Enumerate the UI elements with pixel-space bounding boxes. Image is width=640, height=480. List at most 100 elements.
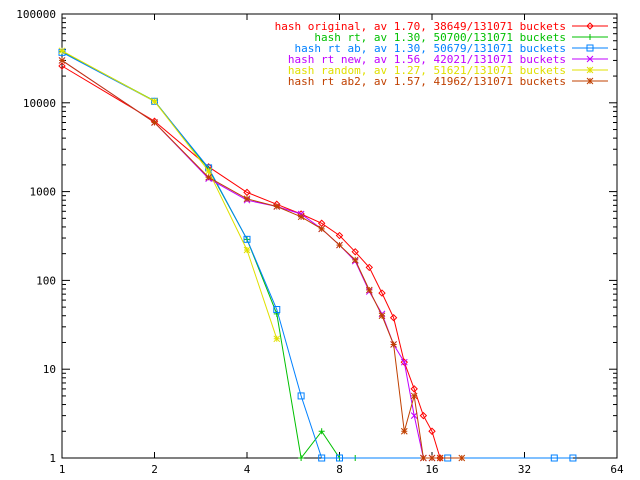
series-layer — [58, 47, 577, 462]
y-tick-label: 1000 — [30, 186, 57, 199]
y-tick: 10 — [43, 363, 617, 376]
data-point — [400, 427, 408, 435]
legend-entry: hash original, av 1.70, 38649/131071 buc… — [275, 20, 608, 33]
y-tick: 100000 — [16, 8, 617, 21]
data-point — [318, 454, 326, 462]
data-point — [400, 358, 408, 366]
data-point — [550, 454, 558, 462]
data-point — [318, 428, 325, 435]
y-tick-label: 100000 — [16, 8, 56, 21]
legend-entry: hash rt, av 1.30, 50700/131071 buckets — [314, 31, 608, 44]
data-point — [586, 77, 594, 85]
series — [59, 48, 359, 461]
y-tick: 100 — [36, 274, 617, 287]
x-tick: 4 — [244, 14, 251, 476]
y-tick: 1 — [49, 452, 617, 465]
data-point — [586, 44, 594, 52]
x-tick: 32 — [518, 14, 531, 476]
data-point — [419, 411, 428, 420]
data-point — [58, 57, 66, 64]
data-point — [205, 167, 212, 175]
data-point — [428, 427, 436, 435]
series-line — [61, 50, 356, 460]
data-point — [336, 454, 343, 462]
y-tick: 10000 — [23, 97, 617, 110]
data-point — [151, 97, 158, 105]
data-point — [365, 263, 373, 272]
series — [58, 57, 436, 462]
data-point — [151, 119, 158, 126]
x-tick: 64 — [610, 14, 624, 476]
legend: hash original, av 1.70, 38649/131071 buc… — [275, 20, 608, 88]
legend-label: hash rt new, av 1.56, 42021/131071 bucke… — [288, 53, 566, 66]
series-line — [61, 50, 278, 339]
data-point — [335, 231, 344, 240]
legend-label: hash original, av 1.70, 38649/131071 buc… — [275, 20, 566, 33]
data-point — [436, 454, 444, 462]
data-point — [458, 454, 466, 462]
x-tick-label: 16 — [425, 463, 438, 476]
series-line — [61, 59, 462, 459]
series-line — [61, 65, 441, 459]
data-point — [58, 47, 66, 55]
series-line — [61, 51, 573, 459]
data-point — [243, 235, 251, 243]
y-axis: 1 10 100 1000 10000 100000 — [16, 8, 617, 465]
x-tick-label: 8 — [336, 463, 343, 476]
series-line — [61, 59, 432, 459]
data-point — [400, 358, 408, 366]
legend-entry: hash rt new, av 1.56, 42021/131071 bucke… — [288, 53, 608, 66]
data-point — [318, 225, 326, 233]
x-tick-label: 1 — [59, 463, 66, 476]
data-point — [58, 62, 66, 70]
data-point — [243, 246, 251, 254]
data-point — [351, 256, 359, 264]
data-point — [273, 310, 280, 317]
series — [58, 48, 577, 462]
data-point — [569, 454, 577, 462]
x-tick-label: 64 — [610, 463, 624, 476]
data-point — [587, 34, 593, 40]
legend-label: hash random, av 1.27, 51621/131071 bucke… — [288, 64, 566, 77]
legend-label: hash rt, av 1.30, 50700/131071 buckets — [314, 31, 566, 44]
y-tick: 1000 — [30, 186, 617, 199]
series — [58, 62, 444, 462]
x-tick-label: 2 — [151, 463, 158, 476]
data-point — [410, 385, 418, 393]
data-point — [378, 289, 386, 297]
x-tick: 1 — [59, 14, 66, 476]
legend-entry: hash random, av 1.27, 51621/131071 bucke… — [288, 64, 608, 77]
y-tick-label: 100 — [36, 274, 56, 287]
data-point — [273, 306, 281, 314]
data-point — [410, 412, 418, 419]
data-point — [365, 286, 373, 294]
data-point — [273, 335, 281, 343]
data-point — [586, 66, 594, 74]
data-point — [586, 55, 594, 63]
data-point — [586, 22, 594, 30]
y-tick-label: 10 — [43, 363, 56, 376]
data-point — [297, 213, 305, 221]
data-point — [273, 203, 281, 210]
legend-label: hash rt ab, av 1.30, 50679/131071 bucket… — [294, 42, 566, 55]
data-point — [428, 454, 436, 462]
series — [58, 47, 281, 343]
legend-entry: hash rt ab2, av 1.57, 41962/131071 bucke… — [288, 75, 608, 88]
data-point — [389, 314, 398, 322]
data-point — [243, 188, 251, 197]
data-point — [297, 392, 305, 400]
series — [58, 57, 466, 462]
y-tick-label: 1 — [49, 452, 56, 465]
data-point — [420, 454, 427, 462]
data-point — [390, 341, 397, 348]
data-point — [336, 241, 343, 249]
data-point — [378, 312, 386, 320]
x-tick-label: 4 — [244, 463, 251, 476]
y-tick-label: 10000 — [23, 97, 56, 110]
data-point — [351, 248, 359, 256]
data-point — [410, 392, 418, 400]
legend-entry: hash rt ab, av 1.30, 50679/131071 bucket… — [294, 42, 608, 55]
data-point — [205, 173, 212, 181]
legend-label: hash rt ab2, av 1.57, 41962/131071 bucke… — [288, 75, 566, 88]
